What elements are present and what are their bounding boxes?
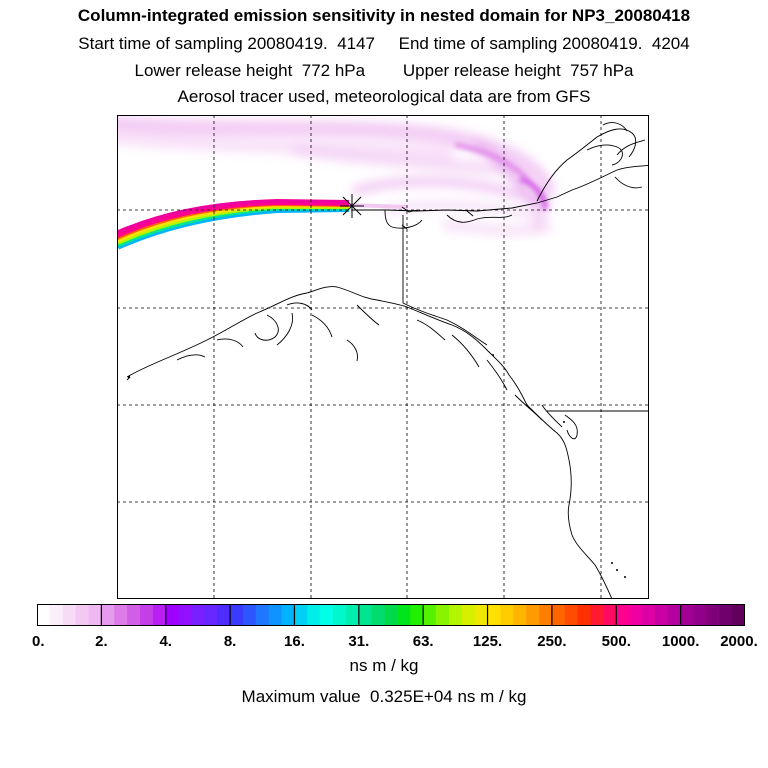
colorbar-segment: [127, 604, 141, 626]
colorbar-segment: [513, 604, 527, 626]
plot-title: Column-integrated emission sensitivity i…: [77, 6, 691, 25]
colorbar-segment: [551, 604, 566, 626]
receptor-marker-icon: [340, 194, 364, 218]
sensitivity-map: [117, 115, 649, 599]
colorbar-segment: [564, 604, 579, 626]
colorbar-segment: [242, 604, 257, 626]
colorbar-segment: [345, 604, 360, 626]
colorbar-tick-label: 31.: [348, 633, 370, 650]
colorbar-segment: [49, 604, 64, 626]
colorbar-segment: [114, 604, 128, 626]
colorbar-segment: [577, 604, 592, 626]
colorbar-tick-label: 8.: [223, 633, 237, 650]
colorbar-segment: [62, 604, 77, 626]
colorbar-segment: [307, 604, 321, 626]
colorbar-segment: [281, 604, 296, 626]
colorbar-segment: [732, 604, 745, 626]
colorbar-segment: [654, 604, 669, 626]
plume-band: [117, 198, 408, 250]
colorbar-tick-label: 500.: [601, 633, 631, 650]
colorbar-segment: [217, 604, 231, 626]
release-heights: Lower release height 772 hPa Upper relea…: [134, 61, 634, 80]
colorbar-segment: [88, 604, 102, 626]
colorbar-segment: [500, 604, 514, 626]
colorbar-segment: [101, 604, 115, 626]
coastlines: [126, 122, 649, 599]
colorbar-segment: [333, 604, 347, 626]
colorbar-tick-label: 63.: [412, 633, 434, 650]
colorbar-segment: [139, 604, 154, 626]
colorbar-segment: [706, 604, 720, 626]
colorbar-segment: [539, 604, 553, 626]
colorbar-units: ns m / kg: [349, 656, 419, 675]
colorbar-tick-label: 250.: [537, 633, 567, 650]
colorbar-segment: [590, 604, 604, 626]
colorbar-segment: [191, 604, 205, 626]
colorbar-tick-label: 4.: [159, 633, 172, 650]
colorbar-segment: [37, 604, 51, 626]
colorbar-segment: [178, 604, 193, 626]
colorbar-tick-label: 1000.: [661, 633, 700, 650]
data-source: Aerosol tracer used, meteorological data…: [177, 87, 591, 106]
colorbar-segment: [75, 604, 90, 626]
colorbar-segment: [487, 604, 502, 626]
colorbar-segment: [410, 604, 424, 626]
colorbar-segment: [371, 604, 386, 626]
colorbar-segment: [667, 604, 682, 626]
colorbar-segment: [436, 604, 450, 626]
colorbar-segment: [423, 604, 437, 626]
colorbar-segment: [629, 604, 643, 626]
colorbar-tick-label: 2.: [95, 633, 108, 650]
colorbar-segment: [230, 604, 244, 626]
plume-core: [454, 142, 548, 210]
colorbar-segment: [616, 604, 630, 626]
colorbar-segment: [152, 604, 167, 626]
colorbar-segment: [268, 604, 283, 626]
colorbar-tick-label: 2000.: [720, 633, 758, 650]
colorbar-segment: [294, 604, 308, 626]
graticule: [117, 115, 649, 599]
plume-diffuse: [117, 115, 555, 236]
colorbar-segment: [693, 604, 707, 626]
colorbar-tick-label: 125.: [472, 633, 503, 650]
sampling-times: Start time of sampling 20080419. 4147 En…: [78, 34, 690, 53]
colorbar-segment: [397, 604, 411, 626]
colorbar-tick-label: 0.: [31, 633, 45, 650]
colorbar-segment: [165, 604, 180, 626]
colorbar-segment: [448, 604, 463, 626]
colorbar-segment: [474, 604, 489, 626]
colorbar-segment: [526, 604, 540, 626]
colorbar-segment: [719, 604, 733, 626]
colorbar-segment: [603, 604, 617, 626]
colorbar-segment: [320, 604, 334, 626]
colorbar-segment: [642, 604, 656, 626]
colorbar-tick-label: 16.: [284, 633, 305, 650]
colorbar-segment: [204, 604, 218, 626]
colorbar-frame: [37, 604, 745, 626]
colorbar: [37, 604, 745, 626]
colorbar-segment: [680, 604, 695, 626]
colorbar-segment: [384, 604, 399, 626]
islands: [127, 354, 626, 578]
colorbar-segment: [461, 604, 476, 626]
maximum-value: Maximum value 0.325E+04 ns m / kg: [241, 687, 527, 706]
colorbar-segment: [255, 604, 270, 626]
colorbar-segment: [358, 604, 373, 626]
